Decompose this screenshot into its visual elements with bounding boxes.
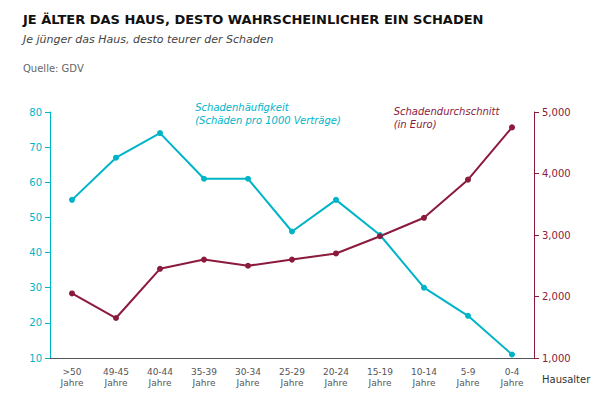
svg-text:Quelle: GDV: Quelle: GDV	[23, 63, 84, 74]
svg-text:4,000: 4,000	[542, 168, 571, 179]
svg-text:Jahre: Jahre	[192, 378, 216, 388]
svg-text:10: 10	[29, 353, 42, 364]
svg-text:Jahre: Jahre	[368, 378, 392, 388]
svg-text:Jahre: Jahre	[148, 378, 172, 388]
svg-text:80: 80	[29, 107, 42, 118]
svg-text:25-29: 25-29	[279, 367, 305, 377]
svg-text:Jahre: Jahre	[280, 378, 304, 388]
svg-text:5,000: 5,000	[542, 107, 571, 118]
svg-text:5-9: 5-9	[461, 367, 476, 377]
svg-text:1,000: 1,000	[542, 353, 571, 364]
svg-text:60: 60	[29, 177, 42, 188]
svg-text:10-14: 10-14	[411, 367, 437, 377]
svg-text:Jahre: Jahre	[324, 378, 348, 388]
svg-text:40-44: 40-44	[147, 367, 173, 377]
svg-text:20-24: 20-24	[323, 367, 349, 377]
svg-text:Jahre: Jahre	[456, 378, 480, 388]
svg-text:Jahre: Jahre	[236, 378, 260, 388]
svg-text:3,000: 3,000	[542, 230, 571, 241]
svg-text:Jahre: Jahre	[412, 378, 436, 388]
svg-text:Jahre: Jahre	[60, 378, 84, 388]
svg-text:2,000: 2,000	[542, 291, 571, 302]
svg-text:JE ÄLTER DAS HAUS, DESTO WAHRS: JE ÄLTER DAS HAUS, DESTO WAHRSCHEINLICHE…	[22, 12, 483, 27]
svg-text:30: 30	[29, 282, 42, 293]
svg-text:40: 40	[29, 247, 42, 258]
svg-text:Je jünger das Haus, desto teur: Je jünger das Haus, desto teurer der Sch…	[21, 33, 274, 46]
svg-text:50: 50	[29, 212, 42, 223]
svg-text:49-45: 49-45	[103, 367, 129, 377]
svg-text:>50: >50	[63, 367, 82, 377]
svg-text:30-34: 30-34	[235, 367, 261, 377]
svg-text:20: 20	[29, 317, 42, 328]
svg-text:0-4: 0-4	[505, 367, 520, 377]
svg-text:35-39: 35-39	[191, 367, 217, 377]
svg-text:Hausalter: Hausalter	[542, 374, 591, 385]
svg-text:Jahre: Jahre	[500, 378, 524, 388]
svg-text:(in Euro): (in Euro)	[394, 119, 437, 130]
svg-text:15-19: 15-19	[367, 367, 393, 377]
svg-text:Jahre: Jahre	[104, 378, 128, 388]
svg-text:(Schäden pro 1000 Verträge): (Schäden pro 1000 Verträge)	[195, 115, 341, 126]
svg-text:Schadendurchschnitt: Schadendurchschnitt	[394, 106, 501, 117]
svg-text:70: 70	[29, 142, 42, 153]
svg-text:Schadenhäufigkeit: Schadenhäufigkeit	[195, 102, 289, 113]
